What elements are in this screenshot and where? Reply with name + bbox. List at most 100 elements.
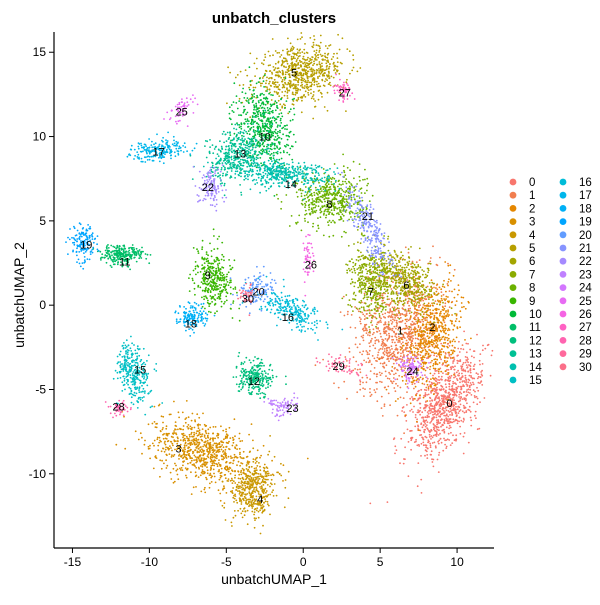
data-point bbox=[394, 259, 397, 261]
data-point bbox=[344, 180, 347, 183]
data-point bbox=[473, 377, 476, 380]
data-point bbox=[201, 448, 203, 451]
data-point bbox=[479, 382, 481, 384]
data-point bbox=[424, 298, 427, 301]
data-point bbox=[395, 285, 398, 288]
data-point bbox=[436, 386, 438, 389]
data-point bbox=[414, 334, 417, 336]
data-point bbox=[339, 209, 342, 212]
data-point bbox=[410, 345, 413, 347]
data-point bbox=[277, 197, 279, 200]
data-point bbox=[182, 464, 184, 467]
data-point bbox=[289, 42, 292, 45]
data-point bbox=[321, 185, 324, 188]
data-point bbox=[350, 216, 352, 218]
data-point bbox=[472, 381, 474, 384]
data-point bbox=[218, 443, 221, 446]
data-point bbox=[431, 442, 434, 444]
data-point bbox=[192, 439, 195, 441]
data-point bbox=[297, 84, 299, 86]
data-point bbox=[466, 385, 469, 387]
data-point bbox=[371, 324, 374, 326]
data-point bbox=[435, 380, 438, 383]
data-point bbox=[295, 89, 297, 92]
data-point bbox=[337, 33, 339, 36]
data-point bbox=[458, 377, 461, 380]
data-point bbox=[431, 461, 434, 463]
data-point bbox=[187, 424, 190, 426]
data-point bbox=[376, 331, 379, 333]
data-point bbox=[441, 394, 443, 397]
data-point bbox=[217, 470, 220, 473]
data-point bbox=[203, 472, 206, 475]
data-point bbox=[406, 261, 409, 264]
data-point bbox=[406, 350, 408, 353]
data-point bbox=[414, 323, 416, 325]
data-point bbox=[315, 230, 318, 233]
data-point bbox=[468, 364, 470, 366]
data-point bbox=[437, 419, 440, 421]
data-point bbox=[343, 380, 346, 383]
data-point bbox=[448, 353, 451, 355]
data-point bbox=[219, 476, 222, 479]
data-point bbox=[327, 224, 330, 227]
data-point bbox=[286, 97, 289, 99]
data-point bbox=[413, 441, 416, 443]
data-point bbox=[375, 327, 378, 330]
data-point bbox=[238, 84, 241, 87]
data-point bbox=[388, 298, 390, 301]
data-point bbox=[412, 323, 415, 326]
data-point bbox=[296, 54, 298, 57]
data-point bbox=[202, 412, 204, 415]
data-point bbox=[194, 443, 196, 446]
data-point bbox=[439, 413, 442, 416]
data-point bbox=[421, 318, 424, 321]
data-point bbox=[457, 412, 460, 414]
data-point bbox=[333, 177, 336, 180]
data-point bbox=[448, 306, 451, 308]
data-point bbox=[448, 399, 451, 402]
data-point bbox=[430, 343, 433, 346]
data-point bbox=[451, 414, 453, 416]
data-point bbox=[386, 354, 388, 357]
data-point bbox=[324, 183, 327, 186]
data-point bbox=[332, 63, 335, 65]
data-point bbox=[264, 53, 266, 56]
data-point bbox=[307, 89, 310, 91]
data-point bbox=[315, 71, 318, 73]
data-point bbox=[302, 55, 305, 58]
data-point bbox=[445, 386, 448, 389]
data-point bbox=[266, 86, 268, 89]
data-point bbox=[313, 191, 316, 194]
data-point bbox=[354, 188, 357, 191]
data-point bbox=[445, 373, 448, 375]
data-point bbox=[165, 446, 168, 449]
data-point bbox=[410, 340, 413, 342]
data-point bbox=[297, 98, 300, 101]
data-point bbox=[441, 363, 444, 366]
data-point bbox=[408, 268, 410, 271]
data-point bbox=[234, 447, 237, 450]
data-point bbox=[425, 276, 427, 279]
data-point bbox=[421, 356, 423, 359]
data-point bbox=[277, 71, 279, 74]
data-point bbox=[428, 406, 431, 409]
data-point bbox=[416, 330, 419, 333]
data-point bbox=[410, 437, 413, 440]
data-point bbox=[344, 174, 347, 177]
data-point bbox=[406, 318, 408, 321]
data-point bbox=[454, 320, 457, 323]
data-point bbox=[434, 367, 437, 370]
data-point bbox=[370, 320, 373, 322]
data-point bbox=[322, 84, 325, 87]
data-point bbox=[359, 380, 362, 383]
data-point bbox=[392, 352, 395, 355]
data-point bbox=[195, 432, 198, 435]
data-point bbox=[248, 433, 251, 436]
data-point bbox=[458, 416, 461, 419]
data-point bbox=[189, 462, 192, 464]
data-point bbox=[379, 362, 382, 365]
data-point bbox=[447, 368, 450, 371]
data-point bbox=[452, 434, 454, 437]
data-point bbox=[215, 457, 218, 460]
